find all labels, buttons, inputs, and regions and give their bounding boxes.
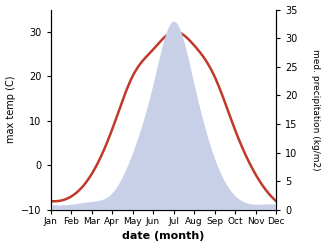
Y-axis label: max temp (C): max temp (C): [6, 76, 16, 144]
Y-axis label: med. precipitation (kg/m2): med. precipitation (kg/m2): [311, 49, 320, 171]
X-axis label: date (month): date (month): [122, 231, 204, 242]
